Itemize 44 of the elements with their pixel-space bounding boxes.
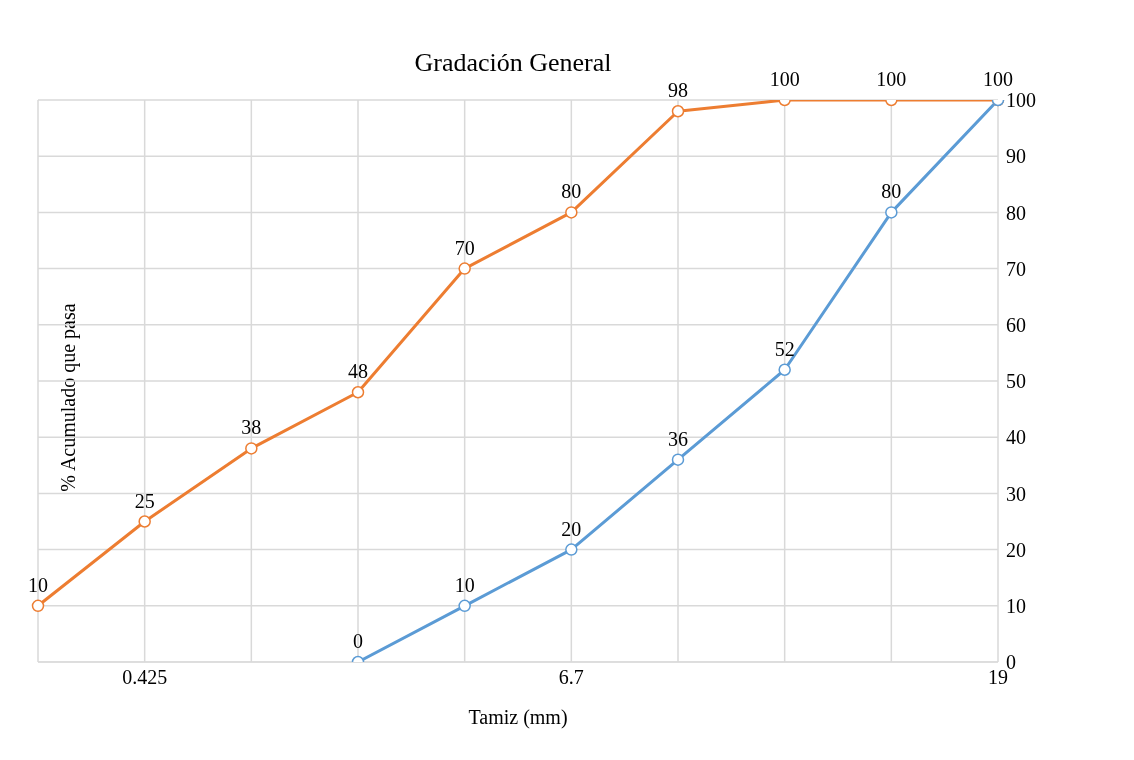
data-label: 80 bbox=[881, 180, 902, 203]
data-label: 100 bbox=[876, 68, 907, 90]
y-tick-label: 40 bbox=[1006, 426, 1026, 449]
point bbox=[885, 206, 898, 219]
x-tick-label: 0.425 bbox=[122, 666, 168, 689]
y-tick-label: 0 bbox=[1006, 651, 1016, 674]
point bbox=[351, 385, 365, 399]
data-label: 20 bbox=[561, 517, 582, 540]
y-tick-label: 20 bbox=[1006, 538, 1026, 561]
point bbox=[565, 206, 578, 219]
y-tick-label: 30 bbox=[1006, 482, 1026, 505]
data-label: 25 bbox=[134, 489, 155, 512]
y-tick-label: 10 bbox=[1006, 594, 1026, 617]
data-label: 98 bbox=[668, 79, 688, 102]
x-axis-title: Tamiz (mm) bbox=[468, 706, 568, 729]
point bbox=[458, 262, 471, 275]
data-label: 0 bbox=[353, 630, 363, 652]
point bbox=[671, 104, 685, 118]
chart-title: Gradación General bbox=[414, 48, 612, 77]
data-label: 36 bbox=[668, 427, 688, 450]
y-tick-label: 100 bbox=[1006, 89, 1036, 112]
point bbox=[245, 442, 258, 455]
point bbox=[778, 363, 791, 377]
data-label: 80 bbox=[561, 180, 582, 203]
y-tick-label: 60 bbox=[1006, 313, 1026, 336]
data-label: 38 bbox=[241, 416, 262, 439]
point bbox=[671, 453, 685, 466]
y-tick-label: 70 bbox=[1006, 257, 1026, 280]
x-tick-label: 6.7 bbox=[558, 666, 584, 689]
point bbox=[458, 599, 471, 613]
y-tick-label: 80 bbox=[1006, 201, 1026, 224]
y-axis-title: % Acumulado que pasa bbox=[56, 302, 80, 494]
y-tick-label: 50 bbox=[1006, 370, 1026, 393]
data-label: 52 bbox=[774, 337, 795, 360]
data-label: 70 bbox=[454, 236, 475, 259]
point bbox=[138, 515, 151, 528]
data-label: 48 bbox=[348, 360, 368, 383]
x-tick-label: 19 bbox=[988, 666, 1008, 689]
y-tick-label: 90 bbox=[1006, 145, 1026, 168]
data-label: 10 bbox=[28, 573, 48, 596]
point bbox=[565, 543, 578, 556]
data-label: 100 bbox=[769, 68, 800, 90]
point bbox=[31, 599, 45, 613]
data-label: 10 bbox=[454, 573, 475, 596]
